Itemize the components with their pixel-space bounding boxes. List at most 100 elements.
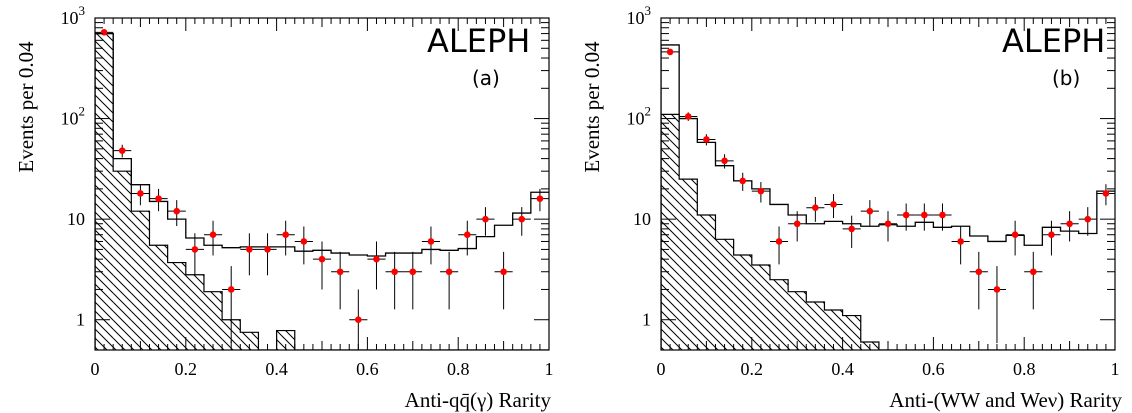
x-axis: 0 0.2 0.4 0.6 0.8 1	[657, 18, 1120, 379]
data-point	[113, 144, 132, 158]
data-marker	[155, 195, 162, 202]
data-marker	[209, 231, 217, 239]
chart-a-ylabel: Events per 0.04	[14, 41, 38, 173]
background-bin	[751, 265, 770, 350]
data-marker	[445, 268, 453, 276]
data-marker	[775, 238, 783, 245]
data-marker	[993, 286, 1001, 293]
data-point	[530, 188, 549, 212]
data-point	[276, 220, 295, 256]
data-point	[222, 266, 241, 344]
x-axis: 0 0.2 0.4 0.6 0.8 1	[91, 18, 554, 379]
x-tick-label: 0.4	[265, 359, 288, 379]
x-tick-label: 0.6	[922, 359, 945, 379]
data-point	[842, 215, 861, 248]
x-tick-label: 1	[1111, 359, 1120, 379]
data-point	[860, 200, 879, 227]
background-bin	[661, 114, 680, 350]
data-marker	[355, 316, 362, 324]
x-tick-label: 0.8	[447, 359, 470, 379]
background-bin	[203, 291, 223, 350]
data-point	[203, 220, 223, 256]
data-marker	[939, 211, 946, 219]
chart-a-brand: ALEPH	[427, 22, 530, 60]
background-bin	[679, 179, 698, 350]
data-marker	[373, 255, 380, 263]
data-marker	[336, 268, 344, 276]
background-bin	[149, 245, 168, 350]
x-tick-label: 0.4	[831, 359, 854, 379]
total-mc-histogram	[661, 44, 1115, 350]
data-point	[697, 134, 716, 146]
x-tick-label: 0.6	[356, 359, 379, 379]
data-point	[312, 241, 332, 290]
x-tick-label: 0.8	[1013, 359, 1035, 379]
x-tick-label: 0	[657, 359, 666, 379]
data-point	[440, 251, 459, 310]
data-marker	[739, 177, 747, 185]
data-point	[1060, 211, 1079, 242]
data-marker	[721, 157, 728, 165]
background-bin	[806, 302, 825, 350]
data-point	[915, 203, 934, 231]
data-point	[494, 251, 513, 310]
background-bin	[113, 171, 132, 350]
data-marker	[463, 231, 471, 239]
y-tick-label: 1	[642, 310, 651, 330]
data-marker	[703, 136, 710, 143]
data-point	[294, 226, 313, 265]
data-point	[987, 266, 1007, 344]
background-bin	[769, 279, 789, 350]
data-marker	[427, 238, 435, 245]
y-tick-label: 102	[627, 104, 652, 129]
data-marker	[684, 113, 692, 120]
background-histogram-outline	[661, 113, 1115, 350]
data-marker	[227, 286, 235, 293]
data-point	[421, 226, 441, 265]
y-tick-label: 102	[61, 104, 86, 129]
data-point	[331, 251, 350, 310]
background-bin	[842, 315, 861, 350]
plot-area	[95, 29, 549, 350]
chart-panel-a: Events per 0.04 Anti-qq̄(γ) Rarity ALEPH…	[14, 3, 554, 412]
data-marker	[921, 211, 928, 219]
data-marker	[518, 215, 526, 223]
data-marker	[300, 238, 308, 245]
data-marker	[173, 207, 181, 215]
data-marker	[1066, 220, 1073, 228]
data-marker	[264, 246, 271, 253]
background-histogram-outline	[95, 32, 549, 350]
data-marker	[282, 231, 289, 239]
chart-b-panel-tag: (b)	[1052, 66, 1080, 90]
background-bin	[697, 214, 716, 350]
y-axis: 1 10 102 103	[627, 3, 1115, 330]
chart-a-xlabel: Anti-qq̄(γ) Rarity	[405, 388, 552, 412]
data-marker	[246, 246, 253, 253]
data-point	[1006, 220, 1025, 256]
data-point	[385, 251, 404, 310]
data-point	[878, 211, 898, 242]
data-point	[1096, 184, 1115, 206]
chart-a-panel-tag: (a)	[472, 66, 500, 90]
x-tick-label: 0	[91, 359, 100, 379]
chart-b-brand: ALEPH	[1002, 22, 1105, 60]
data-point	[788, 211, 807, 242]
data-point	[824, 194, 843, 219]
x-tick-label: 0.2	[175, 359, 198, 379]
data-point	[149, 188, 168, 212]
data-point	[933, 203, 952, 231]
data-point	[458, 220, 477, 256]
data-marker	[500, 268, 507, 276]
data-marker	[409, 268, 417, 276]
data-marker	[666, 48, 674, 56]
data-marker	[1048, 231, 1055, 239]
background-bin	[715, 239, 734, 350]
data-point	[661, 48, 680, 56]
chart-a-svg: Events per 0.04 Anti-qq̄(γ) Rarity ALEPH…	[14, 3, 554, 412]
data-marker	[1102, 190, 1110, 197]
y-tick-label: 103	[61, 3, 86, 28]
background-bin	[185, 274, 204, 350]
data-point	[969, 251, 988, 310]
data-point	[167, 200, 186, 227]
background-bin	[240, 332, 259, 350]
